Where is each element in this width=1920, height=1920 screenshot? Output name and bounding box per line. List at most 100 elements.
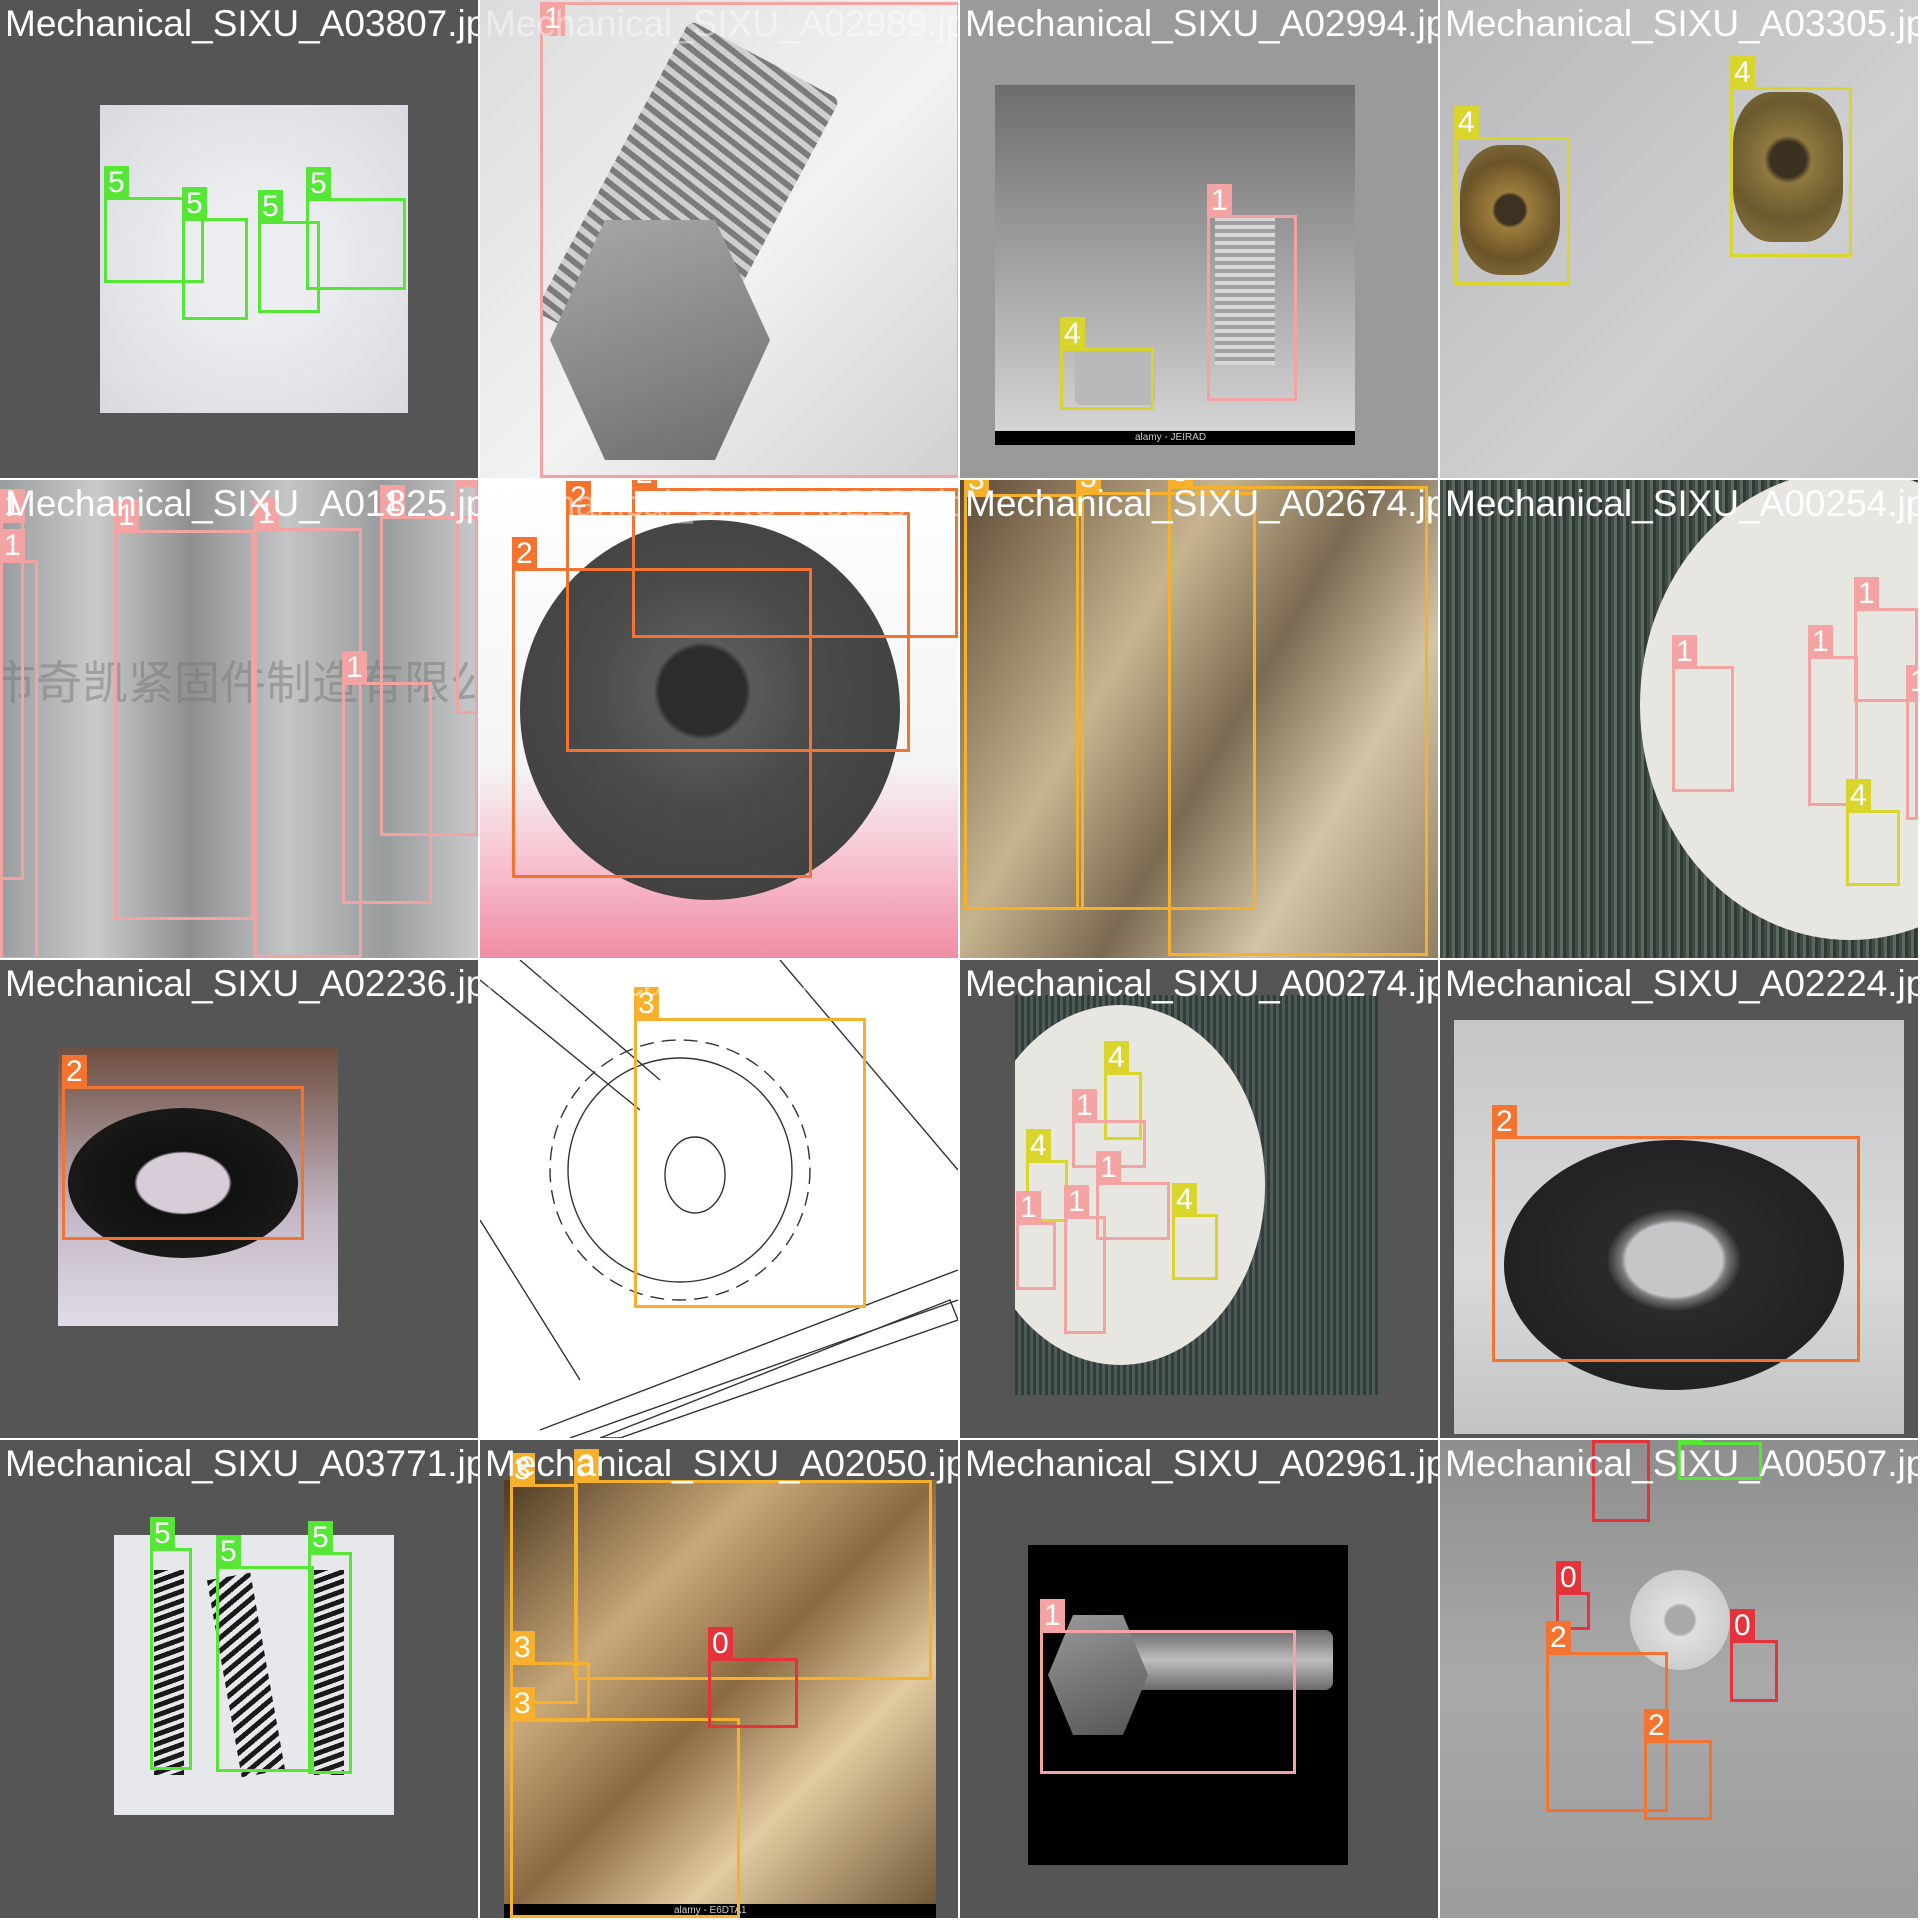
detection-box[interactable]: 2 [512, 537, 812, 878]
detection-box[interactable]: 2 [62, 1055, 304, 1240]
detection-box[interactable]: 5 [258, 190, 320, 313]
detection-box[interactable]: 1 [540, 2, 958, 478]
detection-box[interactable]: 1 [254, 497, 362, 958]
detection-box[interactable]: 1 [114, 499, 254, 920]
tile-title: Mechanical_SIXU_A03771.jpg [5, 1443, 478, 1484]
box-label: 2 [1546, 1621, 1571, 1655]
detection-box[interactable]: 3 [1076, 480, 1256, 910]
detection-box[interactable]: 0 [1592, 1440, 1650, 1522]
tile[interactable]: alamy - E6DTA1 3 3 3 3 0 Mechanical_SIXU… [480, 1440, 958, 1918]
detection-box[interactable]: 4 [1060, 317, 1154, 410]
tile-title: Mechanical_SIXU_A03807.jpg [5, 3, 478, 44]
box-label: 5 [150, 1517, 175, 1551]
detection-box[interactable]: 1 [1040, 1599, 1296, 1774]
box-label: 3 [964, 480, 989, 497]
detection-box[interactable]: 1 [1096, 1151, 1170, 1240]
detection-box[interactable]: 1 [1672, 635, 1734, 792]
box-label: 4 [1454, 106, 1479, 140]
detection-box[interactable]: 2 [1492, 1105, 1860, 1362]
box-label: 1 [1040, 1599, 1065, 1633]
box-label: 4 [1846, 779, 1871, 813]
box-label: 3 [510, 1631, 535, 1665]
tile[interactable]: 1 1 1 1 4 Mechanical_SIXU_A00254.jpg [1440, 480, 1918, 958]
detection-box[interactable]: 4 [1172, 1183, 1218, 1280]
tile[interactable]: 4 1 4 1 1 4 1 Mechanical_SIXU_A00274.jpg [960, 960, 1438, 1438]
box-label: 5 [258, 190, 283, 224]
flange-shape [1504, 1140, 1844, 1390]
detection-box[interactable]: 5 [308, 1521, 352, 1774]
detection-box[interactable]: 2 [632, 480, 958, 638]
box-label: 1 [254, 497, 279, 531]
tile-photo [1015, 995, 1380, 1395]
detection-box[interactable]: 5 [104, 166, 204, 283]
box-label: 2 [62, 1055, 87, 1089]
tile[interactable]: 2 Mechanical_SIXU_A02224.jpg [1440, 960, 1918, 1438]
detection-box[interactable]: 5 [182, 187, 248, 320]
detection-box[interactable]: 2 [566, 481, 910, 752]
tile-photo [1454, 1020, 1904, 1434]
box-label: 2 [566, 481, 591, 515]
box-label: 1 [1672, 635, 1697, 669]
tile[interactable]: 1 Mechanical_SIXU_A02961.jpg [960, 1440, 1438, 1918]
bolt-head [550, 220, 770, 460]
detection-box[interactable]: 1 [342, 651, 432, 904]
box-label: 1 [540, 2, 565, 36]
tile[interactable]: 5 5 5 5 Mechanical_SIXU_A03807.jpg [0, 0, 478, 478]
box-label: 5 [182, 187, 207, 221]
spacer-shape [68, 1108, 298, 1258]
box-label: 4 [1730, 56, 1755, 90]
detection-box[interactable]: 1 [1016, 1191, 1056, 1290]
tile-title: Mechanical_SIXU_A02224.jpg [1445, 963, 1918, 1004]
tile[interactable]: 4 4 Mechanical_SIXU_A03305.jpg [1440, 0, 1918, 478]
detection-box[interactable]: 4 [1846, 779, 1900, 886]
detection-box[interactable]: 1 [1906, 665, 1918, 820]
tile[interactable]: 市奇凯紧固件制造有限公 1 1 1 1 1 1 1 Mechanical_SIX… [0, 480, 478, 958]
box-label: 1 [380, 485, 405, 519]
detection-box[interactable]: 0 [1730, 1609, 1778, 1702]
box-label: 2 [632, 480, 657, 491]
tile[interactable]: 3 3 3 Mechanical_SIXU_A02674.jpg [960, 480, 1438, 958]
nut-shape [1460, 145, 1560, 275]
box-label: 3 [510, 1453, 535, 1487]
detection-box[interactable]: 5 [306, 167, 406, 290]
detection-box[interactable]: 4 [1104, 1041, 1142, 1140]
detection-box[interactable]: 4 [1454, 106, 1570, 285]
box-label: 0 [1592, 1440, 1617, 1443]
tile[interactable]: 3 Mechanical_SIXU_A02481.jpg [480, 960, 958, 1438]
tile[interactable]: alamy - JEIRAD 1 4 Mechanical_SIXU_A0299… [960, 0, 1438, 478]
nut-shape [1075, 350, 1155, 405]
detection-box[interactable]: 1 [1207, 184, 1297, 401]
detection-box[interactable]: 3 [964, 480, 1084, 910]
tile[interactable]: 5 5 5 Mechanical_SIXU_A03771.jpg [0, 1440, 478, 1918]
detection-box[interactable]: 3 [634, 987, 866, 1308]
bolt-shape [1215, 215, 1275, 365]
detection-box[interactable]: 3 [574, 1449, 932, 1680]
detection-box[interactable]: 1 [1808, 625, 1858, 806]
detection-box[interactable]: 5 [216, 1535, 314, 1772]
detection-box[interactable]: 5 [150, 1517, 192, 1770]
box-label: 3 [510, 1687, 535, 1721]
detection-box[interactable]: 1 [1854, 577, 1918, 702]
tile[interactable]: 0 5 0 2 0 2 Mechanical_SIXU_A00507.jpg [1440, 1440, 1918, 1918]
tile[interactable]: 2 Mechanical_SIXU_A02236.jpg [0, 960, 478, 1438]
tile-title: Mechanical_SIXU_A02236.jpg [5, 963, 478, 1004]
detection-box[interactable]: 5 [1678, 1440, 1762, 1480]
box-label: 5 [1678, 1440, 1703, 1445]
detection-box[interactable]: 1 [1064, 1185, 1106, 1334]
detection-box[interactable]: 1 [0, 489, 25, 880]
detection-box[interactable]: 0 [1556, 1561, 1590, 1630]
detection-box[interactable]: 0 [708, 1627, 798, 1728]
tile[interactable]: 1 Mechanical_SIXU_A02989.jpg [480, 0, 958, 478]
detection-box[interactable]: 4 [1730, 56, 1852, 257]
detection-box[interactable]: 3 [1168, 480, 1428, 956]
flange-shape [520, 520, 900, 900]
detection-box[interactable]: 2 [1644, 1709, 1712, 1820]
tile[interactable]: 2 2 2 Mechanical_SIXU_A02283.jpg [480, 480, 958, 958]
detection-box[interactable]: 1 [456, 480, 478, 714]
box-label: 1 [1854, 577, 1879, 611]
box-label: 1 [0, 489, 25, 523]
detection-box[interactable]: 1 [1072, 1089, 1146, 1168]
detection-box[interactable]: 3 [510, 1687, 740, 1918]
box-label: 1 [0, 529, 25, 563]
